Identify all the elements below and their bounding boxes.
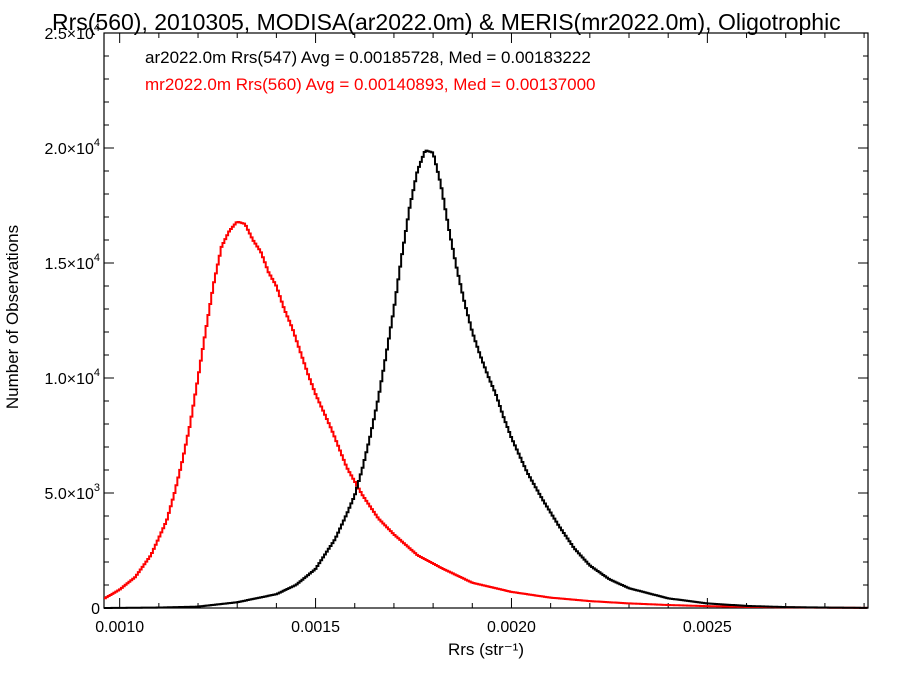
series-line-0	[104, 149, 868, 609]
x-tick-label: 0.0020	[487, 619, 536, 636]
y-tick-label: 2.0×104	[44, 137, 100, 158]
y-tick-label: 5.0×103	[44, 482, 100, 503]
series-line-1	[104, 220, 868, 609]
legend: ar2022.0m Rrs(547) Avg = 0.00185728, Med…	[145, 48, 596, 94]
legend-entry-0: ar2022.0m Rrs(547) Avg = 0.00185728, Med…	[145, 48, 591, 67]
chart-title: Rrs(560), 2010305, MODISA(ar2022.0m) & M…	[52, 9, 841, 35]
x-tick-label: 0.0025	[683, 619, 732, 636]
x-axis-label: Rrs (str⁻¹)	[448, 640, 524, 659]
y-axis-ticks: 0 5.0×103 1.0×104 1.5×104 2.0×104 2.5×104	[44, 22, 868, 618]
y-tick-label: 1.5×104	[44, 252, 100, 273]
y-axis-label: Number of Observations	[3, 225, 22, 409]
plot-frame	[103, 32, 869, 609]
series-layer	[104, 149, 868, 609]
y-tick-label: 2.5×104	[44, 22, 100, 43]
x-tick-label: 0.0010	[95, 619, 144, 636]
x-axis-ticks: 0.0010 0.0015 0.0020 0.0025	[95, 33, 865, 636]
legend-entry-1: mr2022.0m Rrs(560) Avg = 0.00140893, Med…	[145, 75, 596, 94]
y-tick-label: 1.0×104	[44, 367, 100, 388]
y-tick-label: 0	[91, 601, 100, 618]
x-tick-label: 0.0015	[291, 619, 340, 636]
plot-border	[103, 32, 869, 609]
